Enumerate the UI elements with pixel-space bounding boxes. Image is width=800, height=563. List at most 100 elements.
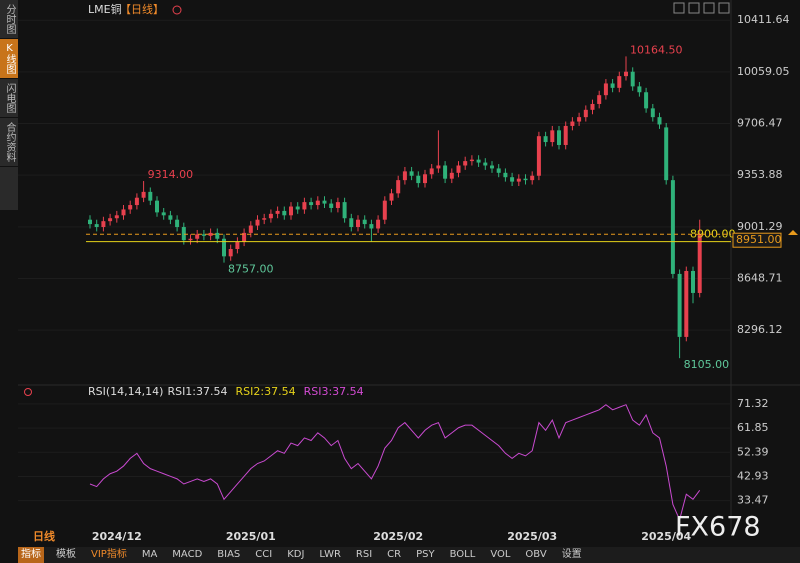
candle-body [235,241,240,250]
icon[interactable] [718,2,730,14]
candle-body [402,171,407,181]
candle-body [416,175,421,184]
candle-body [108,218,113,222]
candle-body [342,202,347,219]
toolbar-button[interactable]: MACD [172,549,203,560]
candle-body [550,130,555,143]
indicator-icon[interactable] [24,388,32,396]
candle-body [456,165,461,173]
symbol: LME铜 [88,2,122,16]
candle-body [590,103,595,110]
candle-body [610,83,615,88]
candle-body [121,209,126,216]
toolbar-button[interactable]: KDJ [287,549,305,560]
candle-body [664,127,669,181]
candle-body [503,172,508,178]
sidebar-tab[interactable]: K线图 [0,39,18,79]
candle-body [530,175,535,181]
x-tick-label: 2025/03 [507,530,557,543]
icon[interactable] [688,2,700,14]
watermark: FX678 [675,512,761,543]
candle-body [449,172,454,179]
candle-body [114,215,119,219]
window-icons [673,2,730,14]
toolbar-button[interactable]: OBV [525,549,547,560]
price-tag [732,232,782,248]
candle-body [496,168,501,173]
y-tick-label: 71.32 [737,397,769,410]
candle-body [255,219,260,226]
toolbar-button[interactable]: PSY [416,549,435,560]
y-tick-label: 61.85 [737,421,769,434]
icon[interactable] [703,2,715,14]
candle-body [322,200,327,204]
candle-body [523,178,528,181]
candle-body [396,180,401,194]
candle-body [128,205,133,210]
icon[interactable] [673,2,685,14]
candle-body [295,206,300,210]
y-tick-label: 8648.71 [737,271,783,284]
x-tick-label: 2025/04 [641,530,691,543]
candle-body [188,238,193,241]
candle-body [577,117,582,122]
candle-body [436,165,441,169]
candle-body [670,180,675,274]
candle-body [362,219,367,225]
candle-body [289,206,293,216]
candle-body [201,234,206,236]
toolbar-button[interactable]: BOLL [449,549,476,560]
candle-body [536,136,541,176]
extreme-label: 8757.00 [228,263,274,276]
candle-body [228,249,233,257]
candle-body [181,227,186,241]
toolbar-button[interactable]: BIAS [217,549,241,560]
y-tick-label: 9706.47 [737,117,783,130]
candle-body [603,83,608,96]
toolbar-button[interactable]: 模板 [56,549,76,560]
toolbar-button[interactable]: MA [141,549,158,560]
candle-body [161,212,166,216]
y-tick-label: 42.93 [737,469,769,482]
candle-body [409,171,414,176]
candle-body [382,200,387,220]
toolbar-button[interactable]: LWR [319,549,341,560]
sidebar-tab[interactable]: 闪电图 [0,79,18,118]
crosshair-icon[interactable] [172,5,182,15]
rsi-line [89,404,701,522]
price-tag-label: 8951.00 [736,233,782,246]
toolbar-button[interactable]: 指标 [18,547,44,563]
candle-body [134,197,139,206]
candle-body [94,224,99,228]
candle-body [490,165,494,169]
candle-body [208,232,213,236]
candle-body [697,234,702,293]
candle-body [282,210,287,216]
x-tick-label: 2025/02 [373,530,423,543]
candle-body [443,165,448,179]
toolbar-button[interactable]: CR [387,549,402,560]
y-tick-label: 52.39 [737,445,769,458]
sidebar-tab[interactable]: 分时图 [0,0,18,39]
candle-body [423,174,427,184]
y-tick-label: 9001.29 [737,220,783,233]
toolbar-button[interactable]: 设置 [561,549,582,560]
sidebar-tab[interactable]: 合约资料 [0,118,18,167]
y-tick-label: 33.47 [737,494,769,507]
toolbar-button[interactable]: VIP指标 [91,549,127,560]
y-tick-label: 9353.88 [737,168,783,181]
candle-body [175,219,180,228]
candle-body [684,270,689,337]
candle-body [215,232,220,239]
toolbar-button[interactable]: CCI [255,549,273,560]
candle-body [476,159,481,163]
toolbar-button[interactable]: RSI [355,549,373,560]
legend-entry: RSI2:37.54 [236,385,296,398]
toolbar-button[interactable]: VOL [490,549,511,560]
candle-body [141,191,146,198]
candle-body [657,117,662,125]
candle-body [691,270,695,293]
toolbar: 指标 模板 VIP指标 MA MACD BIAS CCI KDJ LWR RSI CR PSY BOLL… [18,547,800,563]
extreme-label: 9314.00 [148,168,194,181]
candle-body [469,159,474,162]
